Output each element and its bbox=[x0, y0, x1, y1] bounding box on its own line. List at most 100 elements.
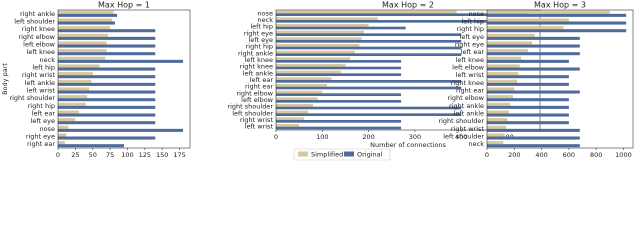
y-tick-label: right wrist bbox=[451, 125, 485, 133]
bar bbox=[487, 128, 580, 132]
bar bbox=[58, 41, 107, 45]
x-tick-label: 150 bbox=[156, 151, 168, 159]
y-tick-label: right eye bbox=[244, 29, 273, 37]
y-tick-label: left knee bbox=[456, 56, 484, 64]
y-tick-label: right hip bbox=[28, 102, 55, 110]
bar bbox=[487, 56, 522, 60]
bar bbox=[58, 49, 107, 53]
y-tick-label: right hip bbox=[246, 43, 273, 51]
x-tick-label: 100 bbox=[121, 151, 133, 159]
y-tick-label: left eye bbox=[249, 36, 273, 44]
bar bbox=[487, 90, 580, 94]
chart-title: Max Hop = 3 bbox=[534, 1, 586, 10]
bar bbox=[487, 95, 513, 99]
x-tick-label: 25 bbox=[71, 151, 79, 159]
y-tick-label: right eye bbox=[455, 41, 484, 49]
bar bbox=[276, 50, 355, 54]
bar bbox=[276, 66, 402, 70]
bar bbox=[487, 13, 627, 17]
bar bbox=[276, 26, 406, 30]
x-tick-label: 125 bbox=[139, 151, 151, 159]
bar bbox=[276, 33, 462, 36]
bar bbox=[58, 90, 156, 94]
bar bbox=[276, 106, 462, 110]
bar bbox=[487, 49, 528, 53]
bar bbox=[276, 60, 402, 63]
bar bbox=[276, 44, 360, 47]
bar bbox=[276, 124, 300, 127]
legend-swatch bbox=[344, 151, 354, 157]
y-tick-label: right shoulder bbox=[9, 94, 55, 102]
y-tick-label: right wrist bbox=[22, 71, 56, 79]
y-tick-label: neck bbox=[40, 56, 56, 64]
bar bbox=[276, 77, 332, 80]
bar bbox=[276, 120, 402, 123]
bar bbox=[276, 90, 323, 94]
bar bbox=[276, 40, 462, 43]
y-tick-label: right ear bbox=[456, 87, 484, 95]
bar bbox=[276, 20, 529, 23]
bar bbox=[58, 75, 156, 79]
bar bbox=[487, 105, 569, 109]
y-tick-label: right ear bbox=[27, 140, 55, 148]
bar bbox=[276, 30, 364, 34]
bar bbox=[487, 33, 535, 37]
y-tick-label: right ankle bbox=[20, 10, 55, 18]
bar bbox=[276, 73, 402, 76]
bar bbox=[276, 17, 378, 20]
bar bbox=[276, 53, 462, 56]
y-tick-label: neck bbox=[258, 16, 274, 24]
y-tick-label: right knee bbox=[240, 63, 273, 71]
bar bbox=[58, 105, 156, 109]
bar bbox=[58, 33, 109, 37]
bar bbox=[58, 121, 156, 125]
bar bbox=[58, 98, 156, 102]
bar bbox=[58, 67, 156, 71]
bar bbox=[487, 72, 519, 76]
x-tick-label: 0 bbox=[274, 133, 278, 141]
bar bbox=[276, 104, 314, 107]
y-tick-label: left elbow bbox=[241, 96, 274, 104]
y-tick-label: left ankle bbox=[454, 110, 484, 118]
bar bbox=[276, 64, 346, 67]
y-tick-label: right elbow bbox=[447, 94, 484, 102]
y-tick-label: nose bbox=[40, 125, 55, 133]
bar bbox=[276, 84, 327, 87]
y-tick-label: nose bbox=[258, 9, 273, 17]
y-tick-label: left ear bbox=[461, 48, 485, 56]
bar bbox=[58, 64, 100, 68]
bar bbox=[487, 10, 610, 14]
bar bbox=[58, 102, 86, 106]
bar bbox=[487, 26, 564, 30]
bar bbox=[487, 98, 569, 102]
y-tick-label: left wrist bbox=[27, 87, 56, 95]
bar bbox=[276, 126, 402, 130]
bar bbox=[276, 97, 318, 100]
x-axis-label: Number of connections bbox=[370, 141, 446, 149]
x-tick-label: 0 bbox=[56, 151, 60, 159]
y-tick-label: left ankle bbox=[243, 69, 273, 77]
bar bbox=[58, 52, 156, 56]
bar bbox=[276, 37, 362, 40]
bar bbox=[487, 18, 569, 22]
bar bbox=[487, 113, 569, 117]
y-tick-label: left eye bbox=[460, 33, 484, 41]
y-tick-label: right eye bbox=[26, 133, 55, 141]
legend-label: Simplified bbox=[311, 151, 343, 159]
y-tick-label: left eye bbox=[31, 117, 55, 125]
bar bbox=[487, 133, 505, 137]
plot-frame bbox=[486, 9, 634, 149]
y-tick-label: neck bbox=[469, 140, 485, 148]
chart-title: Max Hop = 1 bbox=[98, 1, 150, 10]
bar bbox=[58, 133, 67, 137]
y-tick-label: left wrist bbox=[456, 71, 485, 79]
y-tick-label: left shoulder bbox=[443, 133, 484, 141]
y-tick-label: right ankle bbox=[449, 102, 484, 110]
x-tick-label: 175 bbox=[173, 151, 185, 159]
bar bbox=[58, 21, 115, 25]
y-axis-label: Body part bbox=[1, 63, 9, 95]
bar bbox=[58, 118, 76, 122]
bar bbox=[276, 110, 309, 114]
bar bbox=[58, 13, 118, 17]
bar bbox=[487, 110, 509, 114]
